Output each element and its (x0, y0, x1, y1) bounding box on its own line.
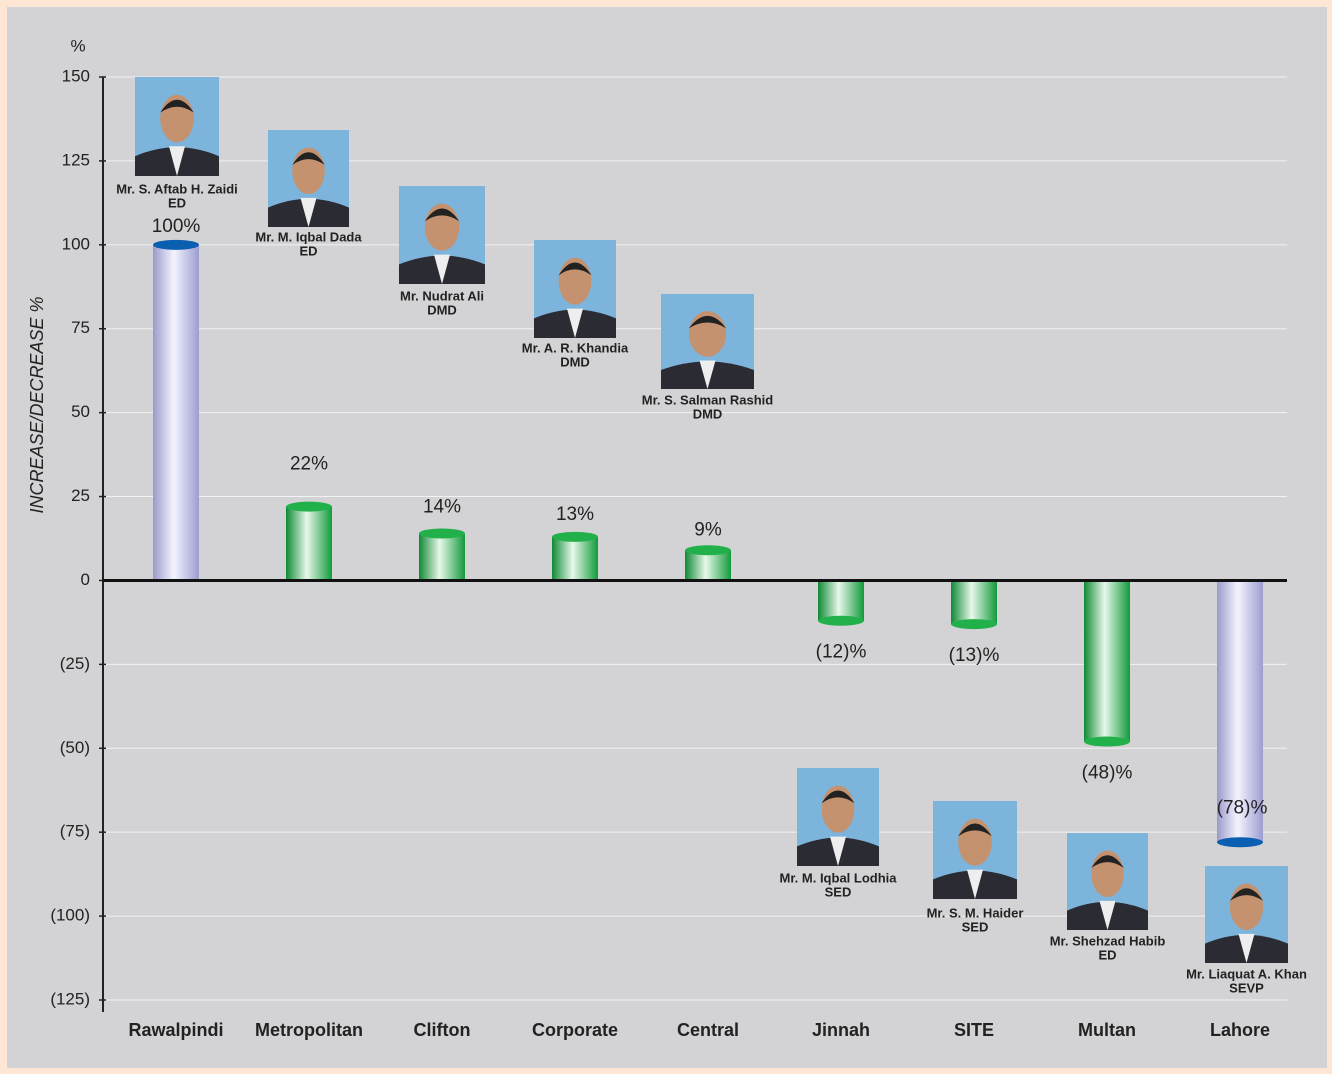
x-tick-label: Metropolitan (255, 1020, 363, 1040)
photo-hair (558, 262, 592, 276)
x-tick-label: Corporate (532, 1020, 618, 1040)
photo-hair (688, 315, 727, 329)
person-role: ED (168, 195, 186, 210)
value-label: 9% (694, 519, 722, 540)
x-tick-label: Multan (1078, 1020, 1136, 1040)
photo-hair (424, 208, 460, 222)
bar-cap (1217, 837, 1263, 848)
bar-cap (1084, 736, 1130, 747)
portrait (268, 130, 349, 227)
person-name: Mr. A. R. Khandia (522, 340, 629, 355)
bar-cap (552, 531, 598, 542)
person-role: DMD (427, 302, 457, 317)
person-role: SED (962, 919, 989, 934)
photo-shirt (567, 308, 583, 338)
bar (153, 244, 199, 581)
y-tick-label: 25 (71, 486, 90, 505)
photo-hair (1091, 855, 1124, 868)
person-role: ED (1098, 947, 1116, 962)
x-tick-label: Lahore (1210, 1020, 1270, 1040)
photo-shirt (300, 197, 317, 227)
bar (1084, 580, 1130, 742)
photo-shirt (1099, 900, 1116, 930)
value-label: (48)% (1082, 763, 1133, 784)
person-name: Mr. M. Iqbal Lodhia (780, 870, 898, 885)
portrait (797, 768, 879, 866)
photo-hair (160, 99, 194, 113)
bar (685, 550, 731, 581)
photo-shirt (169, 146, 185, 176)
bar (818, 580, 864, 621)
value-label: 22% (290, 454, 328, 475)
x-tick-label: Clifton (414, 1020, 471, 1040)
portrait (1067, 833, 1148, 930)
x-tick-label: Jinnah (812, 1020, 870, 1040)
y-tick-label: 125 (62, 150, 90, 169)
value-label: (13)% (949, 645, 1000, 666)
portrait (135, 77, 219, 176)
bar (1217, 580, 1263, 843)
bar-cap (685, 545, 731, 556)
photo-hair (958, 823, 992, 837)
portrait (399, 186, 485, 284)
y-axis-label: INCREASE/DECREASE % (27, 296, 47, 513)
photo-hair (1229, 888, 1264, 901)
x-tick-label: SITE (954, 1020, 994, 1040)
y-tick-label: 150 (62, 66, 90, 85)
photo-hair (821, 790, 855, 804)
axis-unit: % (70, 36, 85, 55)
value-label: (78)% (1217, 797, 1268, 818)
person-name: Mr. Liaquat A. Khan (1186, 966, 1307, 981)
person-role: ED (299, 243, 317, 258)
y-tick-label: 50 (71, 402, 90, 421)
bar (951, 580, 997, 625)
person-role: DMD (693, 406, 723, 421)
person-name: Mr. Nudrat Ali (400, 288, 484, 303)
photo-hair (292, 152, 325, 165)
bar-cap (286, 501, 332, 512)
value-label: 13% (556, 504, 594, 525)
person-name: Mr. S. M. Haider (927, 905, 1024, 920)
photo-shirt (830, 836, 846, 866)
photo-shirt (434, 254, 450, 284)
y-tick-label: 0 (81, 570, 90, 589)
photo-shirt (699, 360, 716, 389)
bar (552, 536, 598, 581)
person-name: Mr. S. Aftab H. Zaidi (116, 181, 238, 196)
person-role: DMD (560, 354, 590, 369)
value-label: 100% (152, 216, 201, 237)
bar-cap (153, 239, 199, 250)
person-name: Mr. Shehzad Habib (1050, 933, 1166, 948)
x-tick-label: Central (677, 1020, 739, 1040)
bar-cap (951, 619, 997, 630)
y-tick-label: (25) (60, 654, 90, 673)
bar (286, 506, 332, 581)
value-label: (12)% (816, 642, 867, 663)
portrait (1205, 866, 1288, 963)
y-tick-label: (50) (60, 738, 90, 757)
portrait (661, 294, 754, 389)
portrait (534, 240, 616, 338)
x-tick-label: Rawalpindi (128, 1020, 223, 1040)
portrait (933, 801, 1017, 899)
bar-cap (419, 528, 465, 539)
person-role: SEVP (1229, 980, 1264, 995)
bar (419, 533, 465, 581)
y-tick-label: (100) (50, 906, 90, 925)
person-role: SED (825, 884, 852, 899)
photo-shirt (1238, 933, 1255, 963)
y-tick-label: 75 (71, 318, 90, 337)
value-label: 14% (423, 496, 461, 517)
y-tick-label: 100 (62, 234, 90, 253)
photo-shirt (967, 869, 983, 899)
person-name: Mr. M. Iqbal Dada (255, 229, 362, 244)
bar-cap (818, 615, 864, 626)
y-tick-label: (125) (50, 989, 90, 1008)
person-name: Mr. S. Salman Rashid (642, 392, 774, 407)
y-tick-label: (75) (60, 822, 90, 841)
